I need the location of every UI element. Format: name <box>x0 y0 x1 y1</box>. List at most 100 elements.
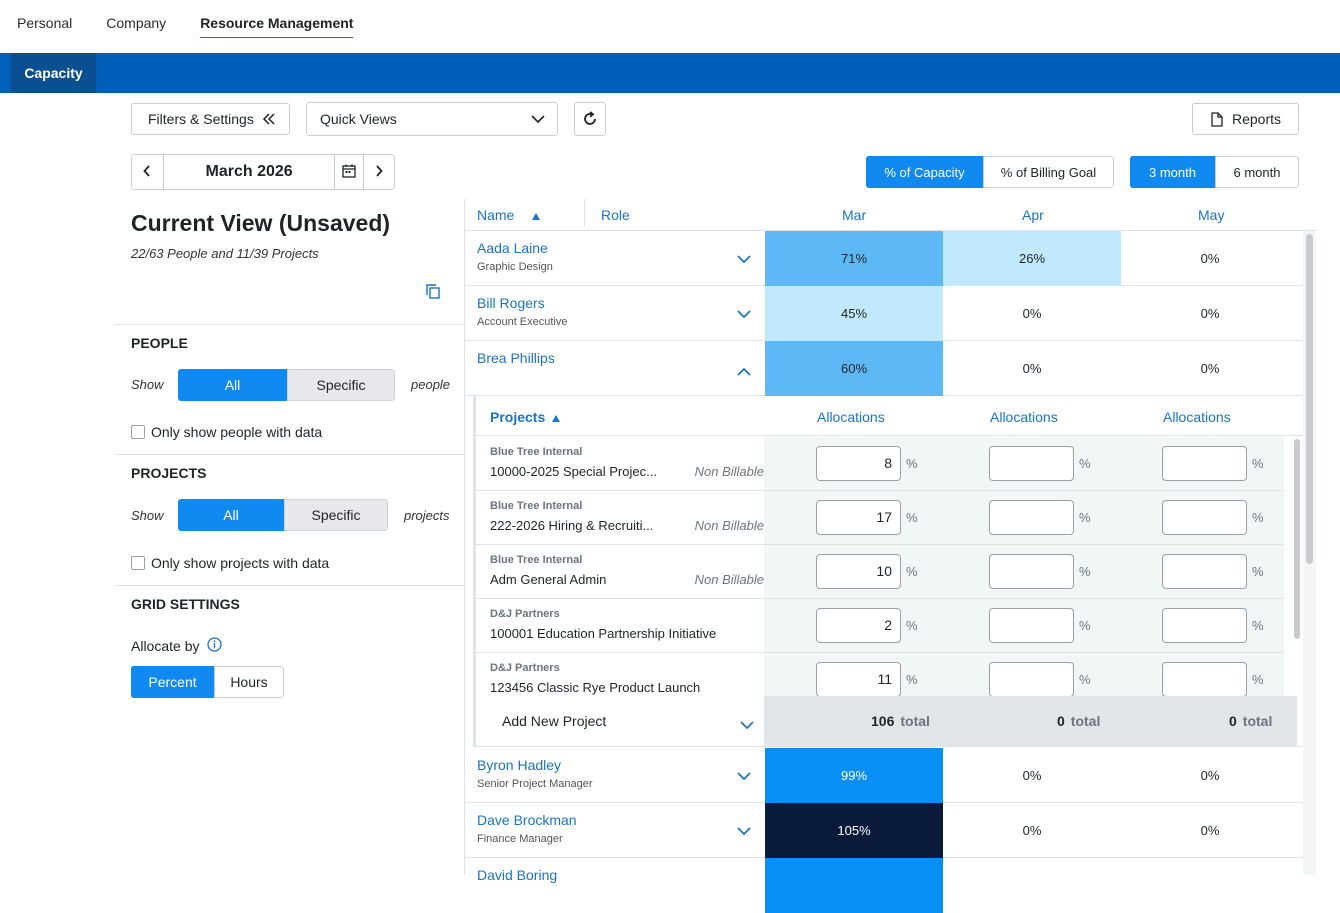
person-row[interactable]: Bill Rogers Account Executive 45% 0% 0% <box>465 286 1303 341</box>
nav-company[interactable]: Company <box>106 15 167 31</box>
people-data-checkbox[interactable] <box>131 425 145 439</box>
allocate-by-label: Allocate by <box>131 638 200 654</box>
calendar-icon <box>342 164 356 181</box>
capacity-percent-option[interactable]: % of Capacity <box>866 156 983 188</box>
name-column-header[interactable]: Name <box>477 207 541 223</box>
allocation-input-mar[interactable]: 11 <box>816 662 901 696</box>
allocation-input-may[interactable] <box>1162 554 1247 589</box>
capacity-cell-apr[interactable]: 0% <box>1022 823 1042 838</box>
capacity-cell-mar[interactable]: 45% <box>765 286 943 341</box>
capacity-cell-may[interactable]: 0% <box>1200 361 1220 376</box>
allocate-percent-option[interactable]: Percent <box>131 666 214 698</box>
add-new-project[interactable]: Add New Project <box>502 713 607 729</box>
capacity-cell-mar[interactable]: 99% <box>765 748 943 803</box>
projects-column-header[interactable]: Projects <box>490 409 561 425</box>
person-name[interactable]: Byron Hadley <box>477 757 562 773</box>
allocation-input-apr[interactable] <box>989 554 1074 589</box>
copy-icon[interactable] <box>426 284 440 302</box>
scrollbar-thumb[interactable] <box>1294 439 1300 639</box>
project-client: Blue Tree Internal <box>490 446 583 458</box>
billing-type: Non Billable <box>694 464 764 479</box>
info-icon[interactable] <box>207 637 223 655</box>
capacity-cell-may[interactable]: 0% <box>1200 251 1220 266</box>
allocation-input-may[interactable] <box>1162 446 1247 481</box>
projects-header-label: Projects <box>490 409 546 425</box>
allocation-input-apr[interactable] <box>989 500 1074 535</box>
projects-data-checkbox[interactable] <box>131 556 145 570</box>
allocations-header-mar: Allocations <box>817 409 885 425</box>
capacity-cell-mar[interactable]: 60% <box>765 341 943 396</box>
filters-settings-button[interactable]: Filters & Settings <box>131 103 290 135</box>
allocation-input-apr[interactable] <box>989 446 1074 481</box>
billing-goal-option[interactable]: % of Billing Goal <box>983 156 1114 188</box>
allocation-input-may[interactable] <box>1162 500 1247 535</box>
month-navigator: March 2026 <box>131 154 395 190</box>
month-label[interactable]: March 2026 <box>205 163 293 180</box>
capacity-cell-may[interactable]: 0% <box>1200 823 1220 838</box>
quick-views-select[interactable]: Quick Views <box>306 102 558 136</box>
capacity-cell-may[interactable]: 0% <box>1200 306 1220 321</box>
person-name[interactable]: Aada Laine <box>477 240 548 256</box>
percent-sign: % <box>906 618 918 633</box>
projects-specific-option[interactable]: Specific <box>284 499 388 531</box>
refresh-button[interactable] <box>574 102 606 136</box>
prev-month-button[interactable] <box>132 155 164 189</box>
chevron-up-icon[interactable] <box>737 363 751 379</box>
capacity-cell-may[interactable]: 0% <box>1200 768 1220 783</box>
person-row[interactable]: Byron Hadley Senior Project Manager 99% … <box>465 748 1303 803</box>
allocation-input-mar[interactable]: 10 <box>816 554 901 589</box>
total-value: 0 <box>1057 713 1065 729</box>
chevron-down-icon[interactable] <box>737 823 751 839</box>
person-name[interactable]: Bill Rogers <box>477 295 545 311</box>
person-row-expanded[interactable]: Brea Phillips 60% 0% 0% <box>465 341 1303 396</box>
people-all-option[interactable]: All <box>178 369 287 401</box>
allocation-input-may[interactable] <box>1162 662 1247 696</box>
capacity-cell-apr[interactable]: 26% <box>943 231 1121 286</box>
totals-area <box>764 696 1297 747</box>
allocate-hours-option[interactable]: Hours <box>214 666 284 698</box>
grid-scrollbar[interactable] <box>1303 231 1316 875</box>
allocation-input-mar[interactable]: 8 <box>816 446 901 481</box>
divider <box>115 324 464 325</box>
view-title: Current View (Unsaved) <box>131 210 391 236</box>
person-name[interactable]: David Boring <box>477 867 558 883</box>
people-data-checkbox-row[interactable]: Only show people with data <box>131 424 322 440</box>
sort-up-icon <box>532 207 541 223</box>
reports-button[interactable]: Reports <box>1192 103 1299 135</box>
person-name[interactable]: Dave Brockman <box>477 812 577 828</box>
capacity-cell-apr[interactable]: 0% <box>1022 768 1042 783</box>
nav-personal[interactable]: Personal <box>17 15 73 31</box>
person-name[interactable]: Brea Phillips <box>477 350 555 366</box>
allocation-input-mar[interactable]: 2 <box>816 608 901 643</box>
project-list-scrollbar[interactable] <box>1293 439 1301 695</box>
chevron-down-icon[interactable] <box>737 251 751 267</box>
chevron-down-icon[interactable] <box>740 717 754 733</box>
projects-data-checkbox-row[interactable]: Only show projects with data <box>131 555 329 571</box>
capacity-cell-apr[interactable]: 0% <box>1022 306 1042 321</box>
allocation-input-may[interactable] <box>1162 608 1247 643</box>
people-specific-option[interactable]: Specific <box>287 369 395 401</box>
person-row[interactable]: Aada Laine Graphic Design 71% 26% 0% <box>465 231 1303 286</box>
percent-sign: % <box>1079 672 1091 687</box>
range-3-month-option[interactable]: 3 month <box>1130 156 1215 188</box>
projects-all-option[interactable]: All <box>178 499 284 531</box>
range-6-month-option[interactable]: 6 month <box>1215 156 1299 188</box>
person-row[interactable]: Dave Brockman Finance Manager 105% 0% 0% <box>465 803 1303 858</box>
tab-capacity[interactable]: Capacity <box>11 53 96 93</box>
capacity-cell-mar[interactable] <box>765 858 943 913</box>
role-column-header[interactable]: Role <box>601 207 630 223</box>
chevron-down-icon[interactable] <box>737 306 751 322</box>
person-row[interactable]: David Boring <box>465 858 1303 913</box>
capacity-cell-mar[interactable]: 105% <box>765 803 943 858</box>
allocation-input-mar[interactable]: 17 <box>816 500 901 535</box>
capacity-cell-mar[interactable]: 71% <box>765 231 943 286</box>
allocate-by-row: Allocate by <box>131 637 223 655</box>
scrollbar-thumb[interactable] <box>1306 234 1313 564</box>
allocation-input-apr[interactable] <box>989 662 1074 696</box>
nav-resource-management[interactable]: Resource Management <box>200 15 354 38</box>
capacity-cell-apr[interactable]: 0% <box>1022 361 1042 376</box>
next-month-button[interactable] <box>363 155 394 189</box>
calendar-button[interactable] <box>334 155 363 189</box>
chevron-down-icon[interactable] <box>737 768 751 784</box>
allocation-input-apr[interactable] <box>989 608 1074 643</box>
